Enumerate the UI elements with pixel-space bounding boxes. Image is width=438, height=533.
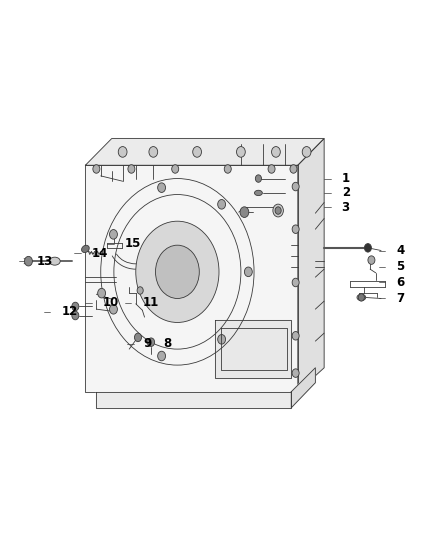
Polygon shape	[96, 392, 291, 408]
Text: 14: 14	[92, 247, 108, 260]
Circle shape	[218, 335, 226, 344]
Circle shape	[255, 175, 261, 182]
Circle shape	[136, 221, 219, 322]
Circle shape	[110, 230, 117, 239]
Circle shape	[290, 165, 297, 173]
Ellipse shape	[49, 257, 60, 265]
Circle shape	[72, 302, 79, 311]
Circle shape	[275, 207, 281, 214]
Circle shape	[155, 245, 199, 298]
Text: 5: 5	[396, 260, 405, 273]
Polygon shape	[215, 320, 291, 378]
Circle shape	[110, 304, 117, 314]
Text: 6: 6	[396, 276, 405, 289]
Polygon shape	[291, 368, 315, 408]
Circle shape	[240, 207, 249, 217]
Text: 13: 13	[36, 255, 53, 268]
Ellipse shape	[81, 245, 89, 253]
Circle shape	[72, 311, 79, 320]
Circle shape	[134, 333, 141, 342]
Text: 8: 8	[163, 337, 172, 350]
Circle shape	[292, 278, 299, 287]
Circle shape	[128, 165, 135, 173]
Polygon shape	[85, 165, 298, 392]
Ellipse shape	[254, 190, 262, 196]
Text: 1: 1	[342, 172, 350, 185]
Circle shape	[158, 183, 166, 192]
Circle shape	[224, 165, 231, 173]
Text: 2: 2	[342, 187, 350, 199]
Circle shape	[193, 147, 201, 157]
Circle shape	[218, 199, 226, 209]
Circle shape	[364, 244, 371, 252]
Circle shape	[148, 338, 155, 346]
Text: 12: 12	[61, 305, 78, 318]
Circle shape	[98, 288, 106, 298]
Text: 10: 10	[103, 296, 119, 309]
Circle shape	[149, 147, 158, 157]
Circle shape	[237, 147, 245, 157]
Circle shape	[292, 225, 299, 233]
Circle shape	[292, 332, 299, 340]
Circle shape	[118, 147, 127, 157]
Circle shape	[25, 256, 32, 266]
Circle shape	[302, 147, 311, 157]
Circle shape	[244, 267, 252, 277]
Text: 9: 9	[144, 337, 152, 350]
Circle shape	[368, 256, 375, 264]
Circle shape	[137, 287, 143, 294]
Circle shape	[272, 147, 280, 157]
Ellipse shape	[357, 294, 366, 301]
Text: 3: 3	[342, 201, 350, 214]
Text: 11: 11	[142, 296, 159, 309]
Text: 4: 4	[396, 244, 405, 257]
Circle shape	[268, 165, 275, 173]
Polygon shape	[85, 139, 324, 165]
Circle shape	[292, 369, 299, 377]
Text: 15: 15	[125, 237, 141, 250]
Circle shape	[158, 351, 166, 361]
Text: 7: 7	[396, 292, 405, 305]
Circle shape	[358, 294, 364, 301]
Circle shape	[273, 204, 283, 217]
Circle shape	[172, 165, 179, 173]
Circle shape	[292, 182, 299, 191]
Polygon shape	[298, 139, 324, 392]
Circle shape	[93, 165, 100, 173]
